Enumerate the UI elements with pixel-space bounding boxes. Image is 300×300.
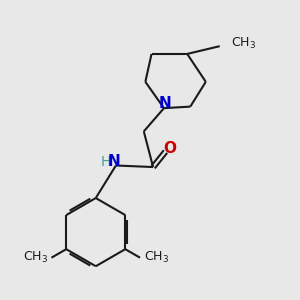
Text: H: H [101,155,111,169]
Text: N: N [158,96,171,111]
Text: CH$_3$: CH$_3$ [144,250,169,265]
Text: CH$_3$: CH$_3$ [231,35,256,51]
Text: CH$_3$: CH$_3$ [22,250,48,265]
Text: O: O [164,141,177,156]
Text: N: N [108,154,121,169]
